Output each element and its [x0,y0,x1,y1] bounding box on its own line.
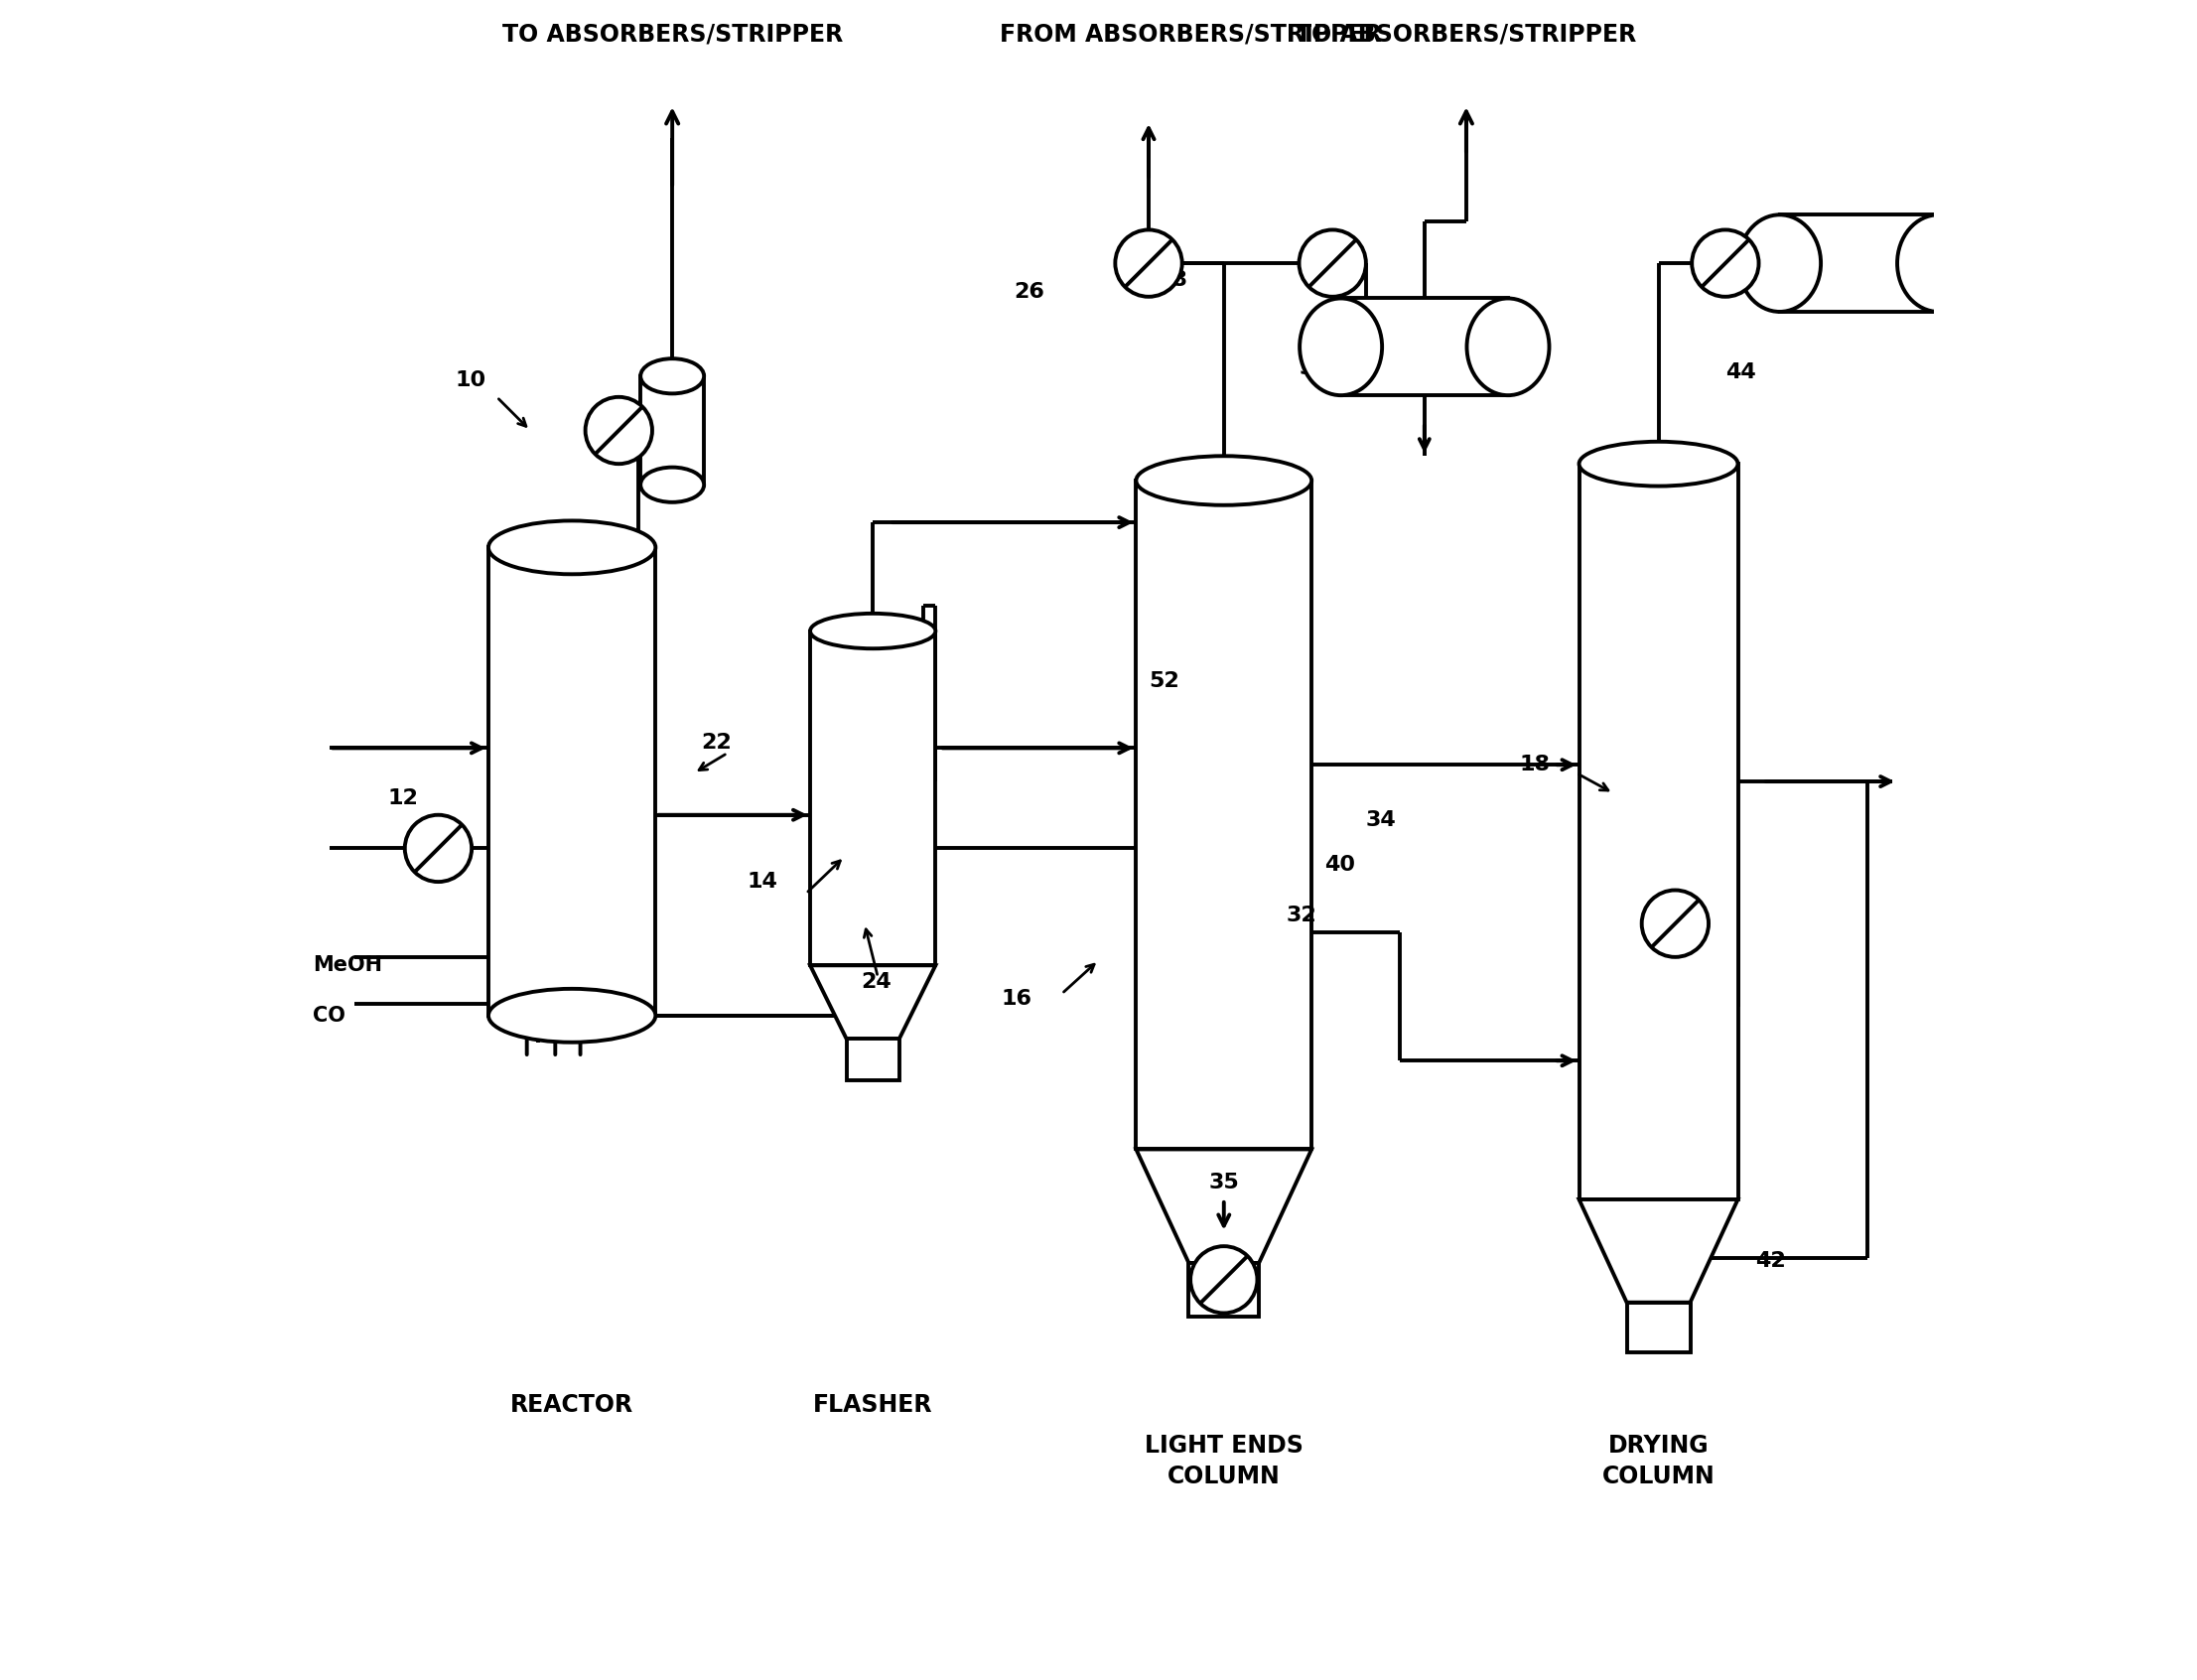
Bar [811,632,936,966]
Text: 30: 30 [1298,358,1329,378]
Text: 34: 34 [1367,810,1397,830]
Text: 26: 26 [1015,282,1046,302]
Text: FLASHER: FLASHER [813,1393,934,1416]
Ellipse shape [1898,215,1979,312]
Ellipse shape [1301,299,1382,395]
Ellipse shape [1580,442,1738,486]
Text: MeOH: MeOH [312,956,382,976]
Text: TO ABSORBERS/STRIPPER: TO ABSORBERS/STRIPPER [501,22,844,45]
Circle shape [1191,1247,1257,1314]
Text: 44: 44 [1725,361,1755,381]
Text: 10: 10 [455,370,486,390]
Text: FROM ABSORBERS/STRIPPER: FROM ABSORBERS/STRIPPER [1000,22,1382,45]
Text: REACTOR: REACTOR [510,1393,633,1416]
Bar [1189,1263,1259,1317]
Ellipse shape [488,990,655,1042]
Ellipse shape [1738,215,1821,312]
Bar [1780,215,1938,312]
Circle shape [1641,890,1709,958]
Text: 32: 32 [1285,906,1316,926]
Text: 14: 14 [747,872,778,892]
Text: 42: 42 [1755,1252,1786,1272]
Text: 16: 16 [1002,990,1033,1008]
Ellipse shape [1468,299,1549,395]
Text: 12: 12 [389,788,420,808]
Circle shape [1692,230,1760,297]
Circle shape [404,815,472,882]
Circle shape [1116,230,1182,297]
Text: 52: 52 [1149,672,1180,690]
Text: LIGHT ENDS
COLUMN: LIGHT ENDS COLUMN [1145,1433,1303,1488]
Text: DRYING
COLUMN: DRYING COLUMN [1602,1433,1716,1488]
Bar [1340,299,1507,395]
Bar [1136,480,1312,1149]
Polygon shape [1136,1149,1312,1263]
Polygon shape [811,966,936,1038]
Bar [1580,464,1738,1200]
Ellipse shape [642,358,703,393]
Bar [1626,1302,1689,1352]
Text: 24: 24 [861,973,892,991]
Circle shape [1298,230,1367,297]
Polygon shape [1580,1200,1738,1302]
Circle shape [584,396,653,464]
Text: TO ABSORBERS/STRIPPER: TO ABSORBERS/STRIPPER [1296,22,1637,45]
Ellipse shape [1136,455,1312,506]
Ellipse shape [811,613,936,648]
Text: CO: CO [312,1006,345,1025]
Text: 35: 35 [1208,1173,1239,1193]
Text: 22: 22 [701,732,732,753]
Text: 28: 28 [1158,270,1189,291]
Bar [488,548,655,1015]
Bar [846,1038,899,1080]
Ellipse shape [642,467,703,502]
Text: 18: 18 [1518,754,1549,774]
Ellipse shape [488,521,655,575]
Text: 40: 40 [1325,855,1356,875]
Bar [642,376,703,486]
